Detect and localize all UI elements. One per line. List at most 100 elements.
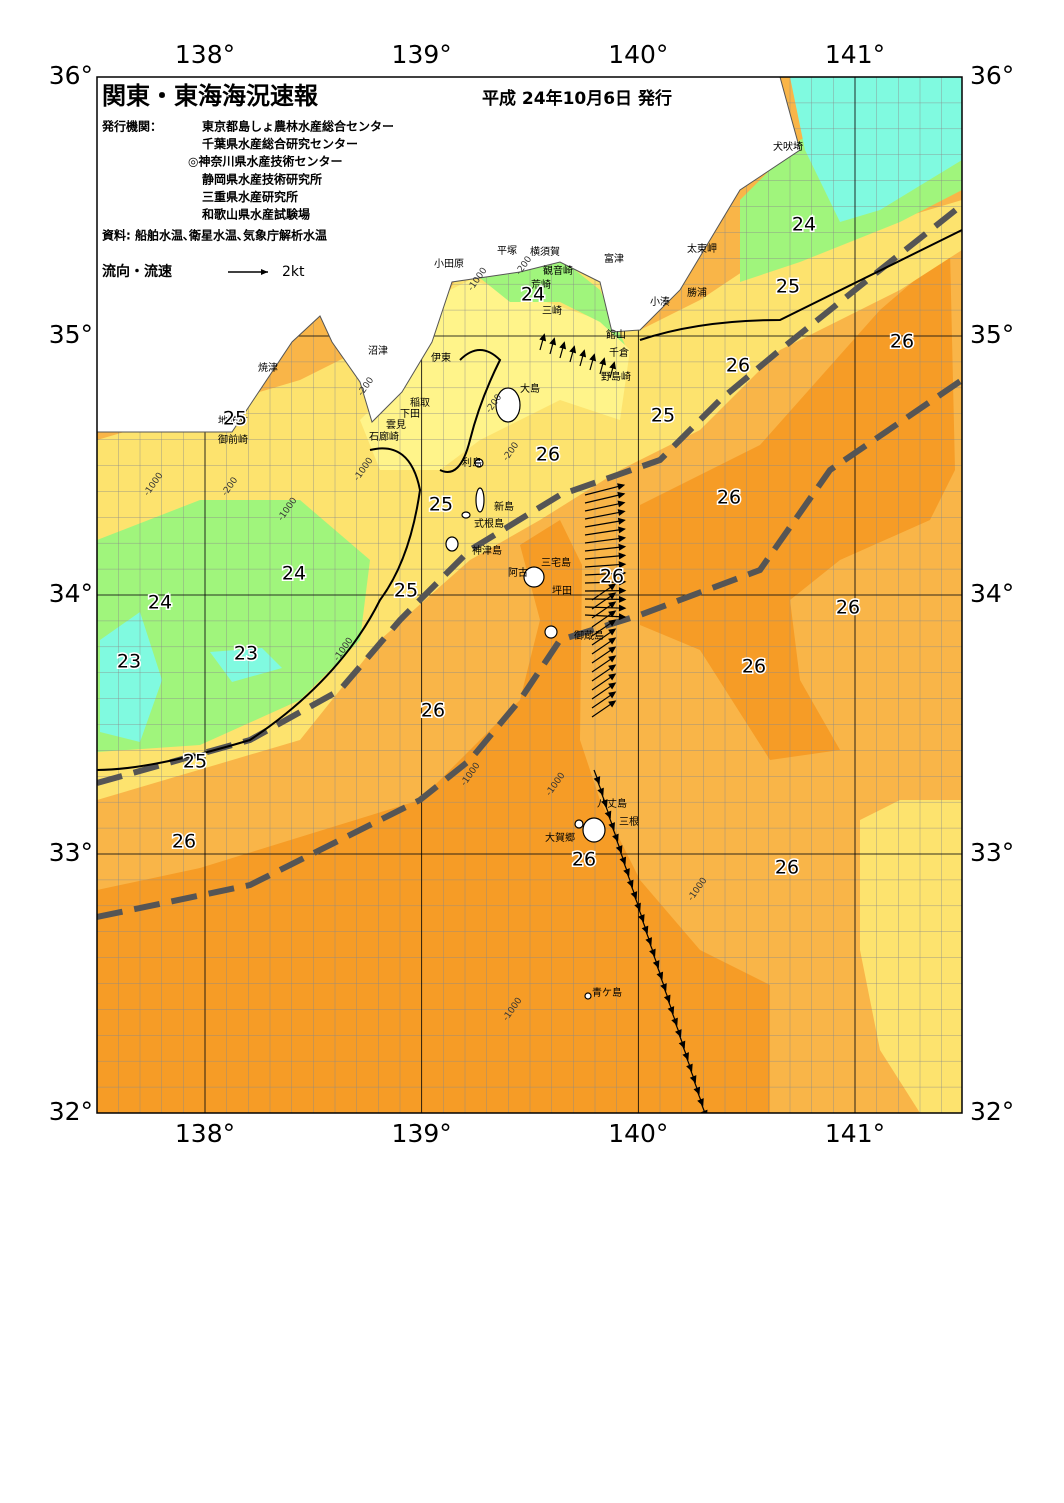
place-name: 大賀郷: [545, 831, 575, 844]
place-name: 沼津: [368, 344, 388, 357]
current-arrowhead: [549, 337, 557, 346]
isotherm-label: 26: [536, 444, 560, 466]
isotherm-label: 26: [600, 566, 624, 588]
current-arrowhead: [617, 517, 626, 525]
publisher-label: 発行機関：: [101, 119, 162, 134]
current-arrow: [584, 581, 625, 584]
place-name: 伊東: [431, 351, 451, 364]
place-name: 式根島: [474, 517, 504, 530]
place-name: 青ケ島: [592, 986, 622, 999]
isotherm-label: 26: [726, 355, 750, 377]
place-name: 石廊崎: [369, 430, 399, 443]
place-name: 小湊: [650, 295, 670, 308]
place-name: 坪田: [552, 584, 572, 597]
sea-temperature: [97, 77, 962, 1113]
current-arrow: [584, 528, 625, 536]
place-name: 勝浦: [687, 286, 707, 299]
place-name: 野島崎: [601, 370, 631, 383]
isotherm-label: 26: [836, 597, 860, 619]
current-arrowhead: [608, 700, 617, 708]
lat-label: 32°: [970, 1097, 1014, 1126]
place-name: 荒崎: [531, 278, 551, 291]
place-name: 八丈島: [597, 797, 627, 810]
isotherm-label: 26: [775, 857, 799, 879]
publisher: 千葉県水産総合研究センター: [202, 136, 358, 151]
current-arrow: [700, 1103, 706, 1113]
current-arrow: [584, 510, 625, 520]
current-arrowhead: [618, 587, 627, 595]
lon-label: 139°: [392, 1119, 452, 1148]
place-name: 阿古: [508, 566, 528, 579]
current-arrowhead: [618, 595, 627, 603]
current-arrowhead: [608, 619, 617, 627]
place-name: 富津: [604, 252, 624, 265]
current-arrowhead: [608, 682, 617, 690]
current-arrowhead: [608, 610, 617, 618]
place-name: 御蔵島: [574, 629, 604, 642]
current-arrowhead: [617, 500, 626, 508]
place-name: 御前崎: [218, 433, 248, 446]
current-arrowhead: [608, 592, 617, 600]
map-frame: [96, 76, 963, 1114]
isotherm-label: 23: [234, 643, 258, 665]
place-name: 下田: [400, 409, 420, 420]
publisher: 三重県水産研究所: [202, 189, 298, 204]
current-arrowhead: [608, 664, 617, 672]
current-arrowhead: [559, 341, 567, 350]
sea-zone: [97, 500, 370, 752]
isotherm-label: 26: [572, 849, 596, 871]
current-arrow: [584, 606, 625, 609]
current-arrowhead: [599, 357, 607, 366]
current-arrowhead: [608, 601, 617, 609]
current-arrow: [584, 519, 625, 528]
place-name: 大島: [520, 382, 540, 395]
legend-label: 流向・流速: [102, 263, 172, 280]
lon-label: 141°: [825, 40, 885, 69]
current-arrowhead: [569, 345, 577, 354]
current-arrows: [539, 333, 708, 1113]
current-arrowhead: [617, 491, 626, 499]
current-arrow: [584, 563, 625, 568]
publisher: 東京都島しょ農林水産総合センター: [202, 119, 394, 134]
islands: [445, 387, 606, 1000]
lat-label: 34°: [49, 579, 93, 608]
lat-label: 33°: [49, 838, 93, 867]
issue-date: 平成 24年10月6日 発行: [482, 88, 672, 109]
isotherm-label: 26: [742, 656, 766, 678]
current-arrowhead: [618, 543, 627, 551]
isotherm-label: 24: [792, 214, 816, 236]
place-name: 千倉: [609, 346, 629, 359]
current-arrowhead: [608, 655, 617, 663]
place-name: 横須賀: [530, 245, 560, 258]
isotherm-label: 25: [223, 408, 247, 430]
land: [97, 77, 801, 433]
lon-label: 141°: [825, 1119, 885, 1148]
current-arrow: [584, 493, 625, 504]
lon-label: 140°: [608, 1119, 668, 1148]
lon-label: 138°: [175, 40, 235, 69]
current-arrowhead: [618, 561, 627, 569]
sea-zone: [790, 77, 962, 222]
isotherm-label: 25: [183, 751, 207, 773]
lat-label: 34°: [970, 579, 1014, 608]
current-arrowhead: [589, 353, 597, 362]
sea-zone: [640, 250, 955, 760]
publisher: ◎神奈川県水産技術センター: [188, 154, 342, 169]
isotherm-label: 24: [282, 563, 306, 585]
isotherm-label: 25: [651, 405, 675, 427]
isotherm-label: 26: [421, 700, 445, 722]
publisher: 和歌山県水産試験場: [201, 207, 310, 222]
place-name: 焼津: [258, 362, 278, 374]
current-arrow: [584, 614, 625, 618]
sea-zone: [97, 520, 770, 1113]
current-arrowhead: [608, 673, 617, 681]
current-arrowhead: [609, 361, 617, 370]
current-arrow: [584, 484, 624, 496]
current-arrow: [584, 537, 625, 544]
current-arrowhead: [608, 691, 617, 699]
current-arrowhead: [608, 637, 617, 645]
current-arrow: [584, 502, 625, 512]
legend-speed: 2kt: [282, 264, 305, 280]
